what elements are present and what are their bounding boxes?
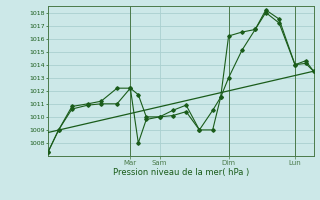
X-axis label: Pression niveau de la mer( hPa ): Pression niveau de la mer( hPa ) — [113, 168, 249, 177]
